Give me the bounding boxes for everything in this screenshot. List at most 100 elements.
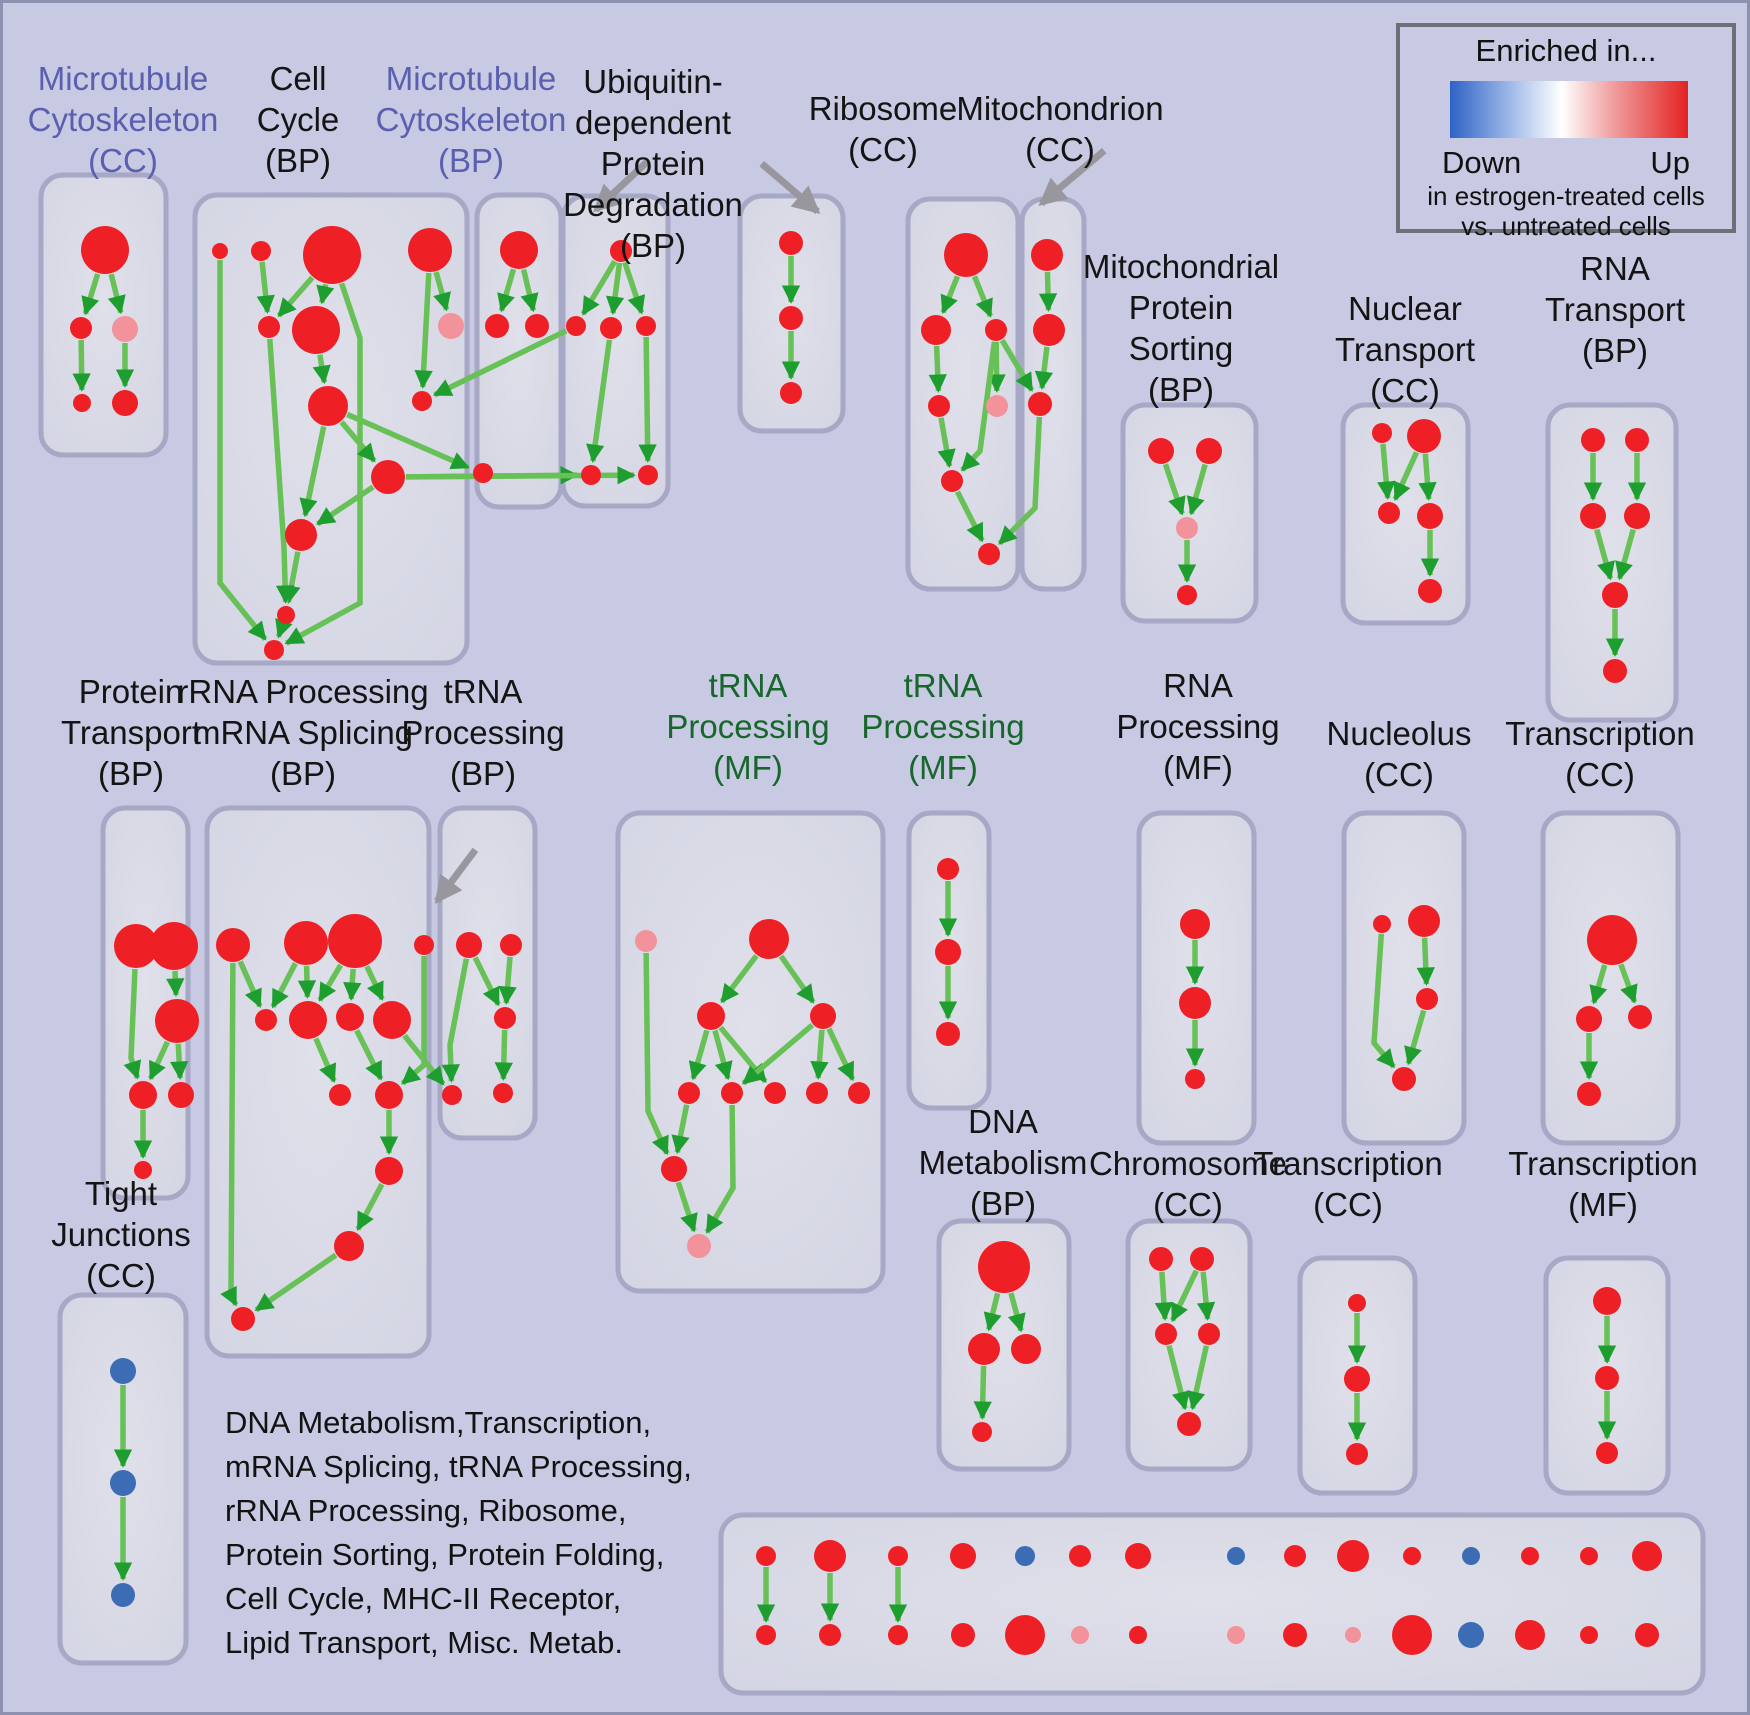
legend-endpoints: Down Up [1400, 145, 1732, 181]
go-term-node [1179, 987, 1211, 1019]
cluster-label-tight-junctions-cc: (CC) [86, 1257, 156, 1294]
go-term-node [1284, 1545, 1306, 1567]
go-term-node [285, 519, 317, 551]
go-term-node [1180, 909, 1210, 939]
cluster-box-trna-processing-bp [437, 805, 538, 1141]
relation-edge [170, 1043, 189, 1080]
go-term-node [258, 316, 280, 338]
go-term-node [168, 1082, 194, 1108]
cluster-label-mito-protein-sorting-bp: Sorting [1128, 330, 1234, 367]
go-term-node [1595, 1366, 1619, 1390]
relation-edge [494, 1029, 513, 1081]
go-term-node [636, 316, 656, 336]
go-term-node [756, 1546, 776, 1566]
go-term-node [1580, 1626, 1598, 1644]
relation-edge [270, 962, 298, 1009]
relation-edge [1392, 451, 1420, 502]
cluster-label-trna-processing-mf-1: tRNA [708, 667, 788, 704]
go-term-node [1148, 438, 1174, 464]
go-term-node [308, 386, 348, 426]
go-term-node [1576, 1006, 1602, 1032]
go-term-node [848, 1082, 870, 1104]
cluster-box-trna-processing-mf-1 [615, 810, 886, 1294]
go-term-node [810, 1003, 836, 1029]
go-term-node [212, 243, 228, 259]
go-term-node [764, 1082, 786, 1104]
cluster-label-trna-processing-bp: tRNA [443, 673, 523, 710]
go-term-node [721, 1082, 743, 1104]
relation-edge [971, 275, 993, 318]
go-term-node [1346, 1443, 1368, 1465]
go-term-node [780, 382, 802, 404]
relation-edge [1594, 528, 1615, 581]
relation-edge [983, 1292, 1002, 1332]
relation-edge [316, 283, 335, 305]
cluster-label-nuclear-transport-cc: Transport [1335, 331, 1475, 368]
go-term-node [635, 930, 657, 952]
go-term-node [1185, 1069, 1205, 1089]
go-term-node [888, 1625, 908, 1645]
go-term-node [414, 935, 434, 955]
go-term-node [371, 460, 405, 494]
go-term-node [749, 919, 789, 959]
go-term-node [1458, 1622, 1484, 1648]
go-term-node [638, 465, 658, 485]
relation-edge [414, 272, 433, 389]
cluster-label-rrna-mrna-bp: rRNA Processing [177, 673, 429, 710]
summary-strip-box [718, 1512, 1706, 1696]
cluster-label-protein-transport-bp: (BP) [98, 755, 164, 792]
cluster-label-trna-processing-mf-2: Processing [861, 708, 1025, 745]
go-term-node [1392, 1615, 1432, 1655]
legend-subtitle-1: in estrogen-treated cells [1427, 181, 1705, 211]
go-term-node [1580, 1547, 1598, 1565]
go-term-node [944, 233, 988, 277]
relation-edge [256, 261, 275, 314]
go-term-node [1125, 1543, 1151, 1569]
legend-title: Enriched in... [1475, 33, 1657, 68]
relation-edge [928, 345, 947, 393]
cluster-label-ubiquitin-bp-1: (BP) [620, 227, 686, 264]
cluster-label-microtubule-bp: (BP) [438, 142, 504, 179]
go-term-node [937, 858, 959, 880]
go-term-node [1129, 1626, 1147, 1644]
go-term-node [888, 1546, 908, 1566]
cluster-label-trna-processing-mf-2: (MF) [908, 749, 978, 786]
go-term-node [412, 391, 432, 411]
go-term-node [968, 1333, 1000, 1365]
relation-edge [297, 965, 317, 999]
relation-edge [276, 275, 315, 318]
relation-edge [1618, 963, 1638, 1004]
cluster-label-tight-junctions-cc: Tight [84, 1175, 158, 1212]
cluster-box-microtubule-cc [38, 172, 169, 458]
relation-edge [586, 339, 613, 463]
cluster-box-nuclear-transport-cc [1340, 402, 1471, 626]
go-term-node [1580, 503, 1606, 529]
go-term-node [814, 1540, 846, 1572]
go-term-node [264, 640, 284, 660]
go-term-node [581, 465, 601, 485]
go-term-node [284, 921, 328, 965]
cluster-label-protein-transport-bp: Protein [78, 673, 184, 710]
go-term-node [1155, 1323, 1177, 1345]
cluster-label-tight-junctions-cc: Junctions [51, 1216, 191, 1253]
go-term-node [1587, 915, 1637, 965]
relation-edge [400, 956, 427, 1086]
cluster-label-trna-processing-mf-2: tRNA [903, 667, 983, 704]
cross-cluster-edge [346, 411, 470, 470]
go-term-node [500, 934, 522, 956]
relation-edge [217, 260, 268, 641]
relation-edge [675, 1181, 698, 1233]
cluster-label-rrna-mrna-bp: (BP) [270, 755, 336, 792]
go-term-node [1577, 1082, 1601, 1106]
cluster-label-transcription-mf: Transcription [1508, 1145, 1698, 1182]
go-term-node [1283, 1623, 1307, 1647]
cluster-label-trna-processing-mf-1: (MF) [713, 749, 783, 786]
relation-edge [313, 1037, 337, 1083]
go-term-node [442, 1085, 462, 1105]
relation-edge [364, 965, 385, 1001]
relation-edge [704, 1104, 736, 1234]
misc-categories-line: DNA Metabolism,Transcription, [225, 1405, 652, 1440]
go-term-node [336, 1003, 364, 1031]
relation-edge [1418, 453, 1437, 501]
